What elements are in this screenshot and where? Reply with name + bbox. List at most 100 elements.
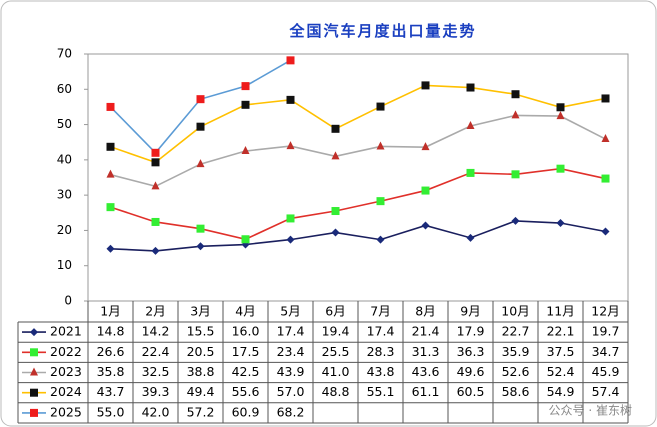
table-value: 60.5 [457, 384, 485, 399]
legend-label: 2022 [50, 344, 82, 359]
plot-area [87, 53, 629, 302]
marker [331, 228, 340, 237]
table-value: 32.5 [142, 364, 170, 379]
table-value: 48.8 [322, 384, 350, 399]
x-tick-label: 8月 [415, 304, 435, 319]
marker [196, 242, 205, 251]
legend-marker [30, 367, 38, 376]
table-value: 52.4 [547, 364, 575, 379]
series-line [110, 114, 606, 188]
marker [106, 244, 115, 253]
table-value: 42.0 [142, 404, 170, 419]
y-tick-label: 10 [57, 258, 72, 272]
table-value: 60.9 [232, 404, 260, 419]
table-value: 35.8 [97, 364, 125, 379]
table-value: 43.7 [97, 384, 125, 399]
table-value: 22.4 [142, 344, 170, 359]
marker [106, 203, 115, 212]
marker [331, 124, 340, 133]
marker [286, 235, 295, 244]
table-value: 43.8 [367, 364, 395, 379]
marker [241, 100, 250, 109]
marker [331, 151, 340, 160]
legend-marker [30, 328, 38, 337]
x-tick-label: 4月 [235, 304, 255, 319]
table-value: 41.0 [322, 364, 350, 379]
marker [106, 102, 115, 111]
marker [286, 141, 295, 150]
marker [286, 56, 295, 65]
table-value: 19.4 [322, 324, 350, 339]
table-value: 57.4 [592, 384, 620, 399]
legend-label: 2024 [50, 384, 82, 399]
marker [241, 235, 250, 244]
x-tick-label: 10月 [501, 304, 529, 319]
marker [511, 110, 520, 119]
marker [376, 102, 385, 111]
legend-label: 2023 [50, 364, 82, 379]
y-tick-label: 60 [57, 82, 72, 96]
table-value: 54.9 [547, 384, 575, 399]
table-value: 28.3 [367, 344, 395, 359]
marker [556, 111, 565, 120]
table-value: 38.8 [187, 364, 215, 379]
marker [466, 120, 475, 129]
table-value: 61.1 [412, 384, 440, 399]
marker [196, 159, 205, 168]
x-tick-label: 3月 [190, 304, 210, 319]
marker [151, 246, 160, 255]
table-value: 57.0 [277, 384, 305, 399]
table-value: 52.6 [502, 364, 530, 379]
x-tick-label: 7月 [370, 304, 390, 319]
marker [151, 148, 160, 157]
table-value: 37.5 [547, 344, 575, 359]
x-tick-label: 12月 [591, 304, 619, 319]
x-tick-label: 6月 [325, 304, 345, 319]
series-line [110, 167, 606, 241]
marker [241, 82, 250, 91]
table-value: 23.4 [277, 344, 305, 359]
table-value: 43.9 [277, 364, 305, 379]
marker [151, 217, 160, 226]
table-value: 17.5 [232, 344, 260, 359]
chart-title: 全国汽车月度出口量走势 [288, 22, 476, 40]
table-value: 31.3 [412, 344, 440, 359]
table-value: 57.2 [187, 404, 215, 419]
table-value: 49.6 [457, 364, 485, 379]
marker [286, 95, 295, 104]
table-value: 55.1 [367, 384, 395, 399]
table-value: 25.5 [322, 344, 350, 359]
table-value: 49.4 [187, 384, 215, 399]
table-value: 14.8 [97, 324, 125, 339]
series-line [110, 220, 606, 252]
x-tick-label: 11月 [546, 304, 574, 319]
legend-label: 2021 [50, 324, 82, 339]
marker [331, 207, 340, 216]
table-value: 45.9 [592, 364, 620, 379]
table-value: 15.5 [187, 324, 215, 339]
table-value: 21.4 [412, 324, 440, 339]
table-value: 68.2 [277, 404, 305, 419]
marker [556, 164, 565, 173]
table-value: 34.7 [592, 344, 620, 359]
y-tick-label: 70 [57, 47, 72, 61]
marker [151, 181, 160, 190]
legend-marker [30, 408, 38, 417]
x-tick-label: 9月 [460, 304, 480, 319]
table-value: 22.7 [502, 324, 530, 339]
marker [601, 134, 610, 143]
marker [601, 227, 610, 236]
table-value: 39.3 [142, 384, 170, 399]
table-value: 16.0 [232, 324, 260, 339]
marker [601, 174, 610, 183]
marker [106, 169, 115, 178]
marker [376, 235, 385, 244]
marker [376, 141, 385, 150]
marker [286, 214, 295, 223]
x-tick-label: 2月 [145, 304, 165, 319]
marker [511, 170, 520, 179]
table-value: 55.6 [232, 384, 260, 399]
legend-label: 2025 [50, 404, 82, 419]
table-value: 19.7 [592, 324, 620, 339]
